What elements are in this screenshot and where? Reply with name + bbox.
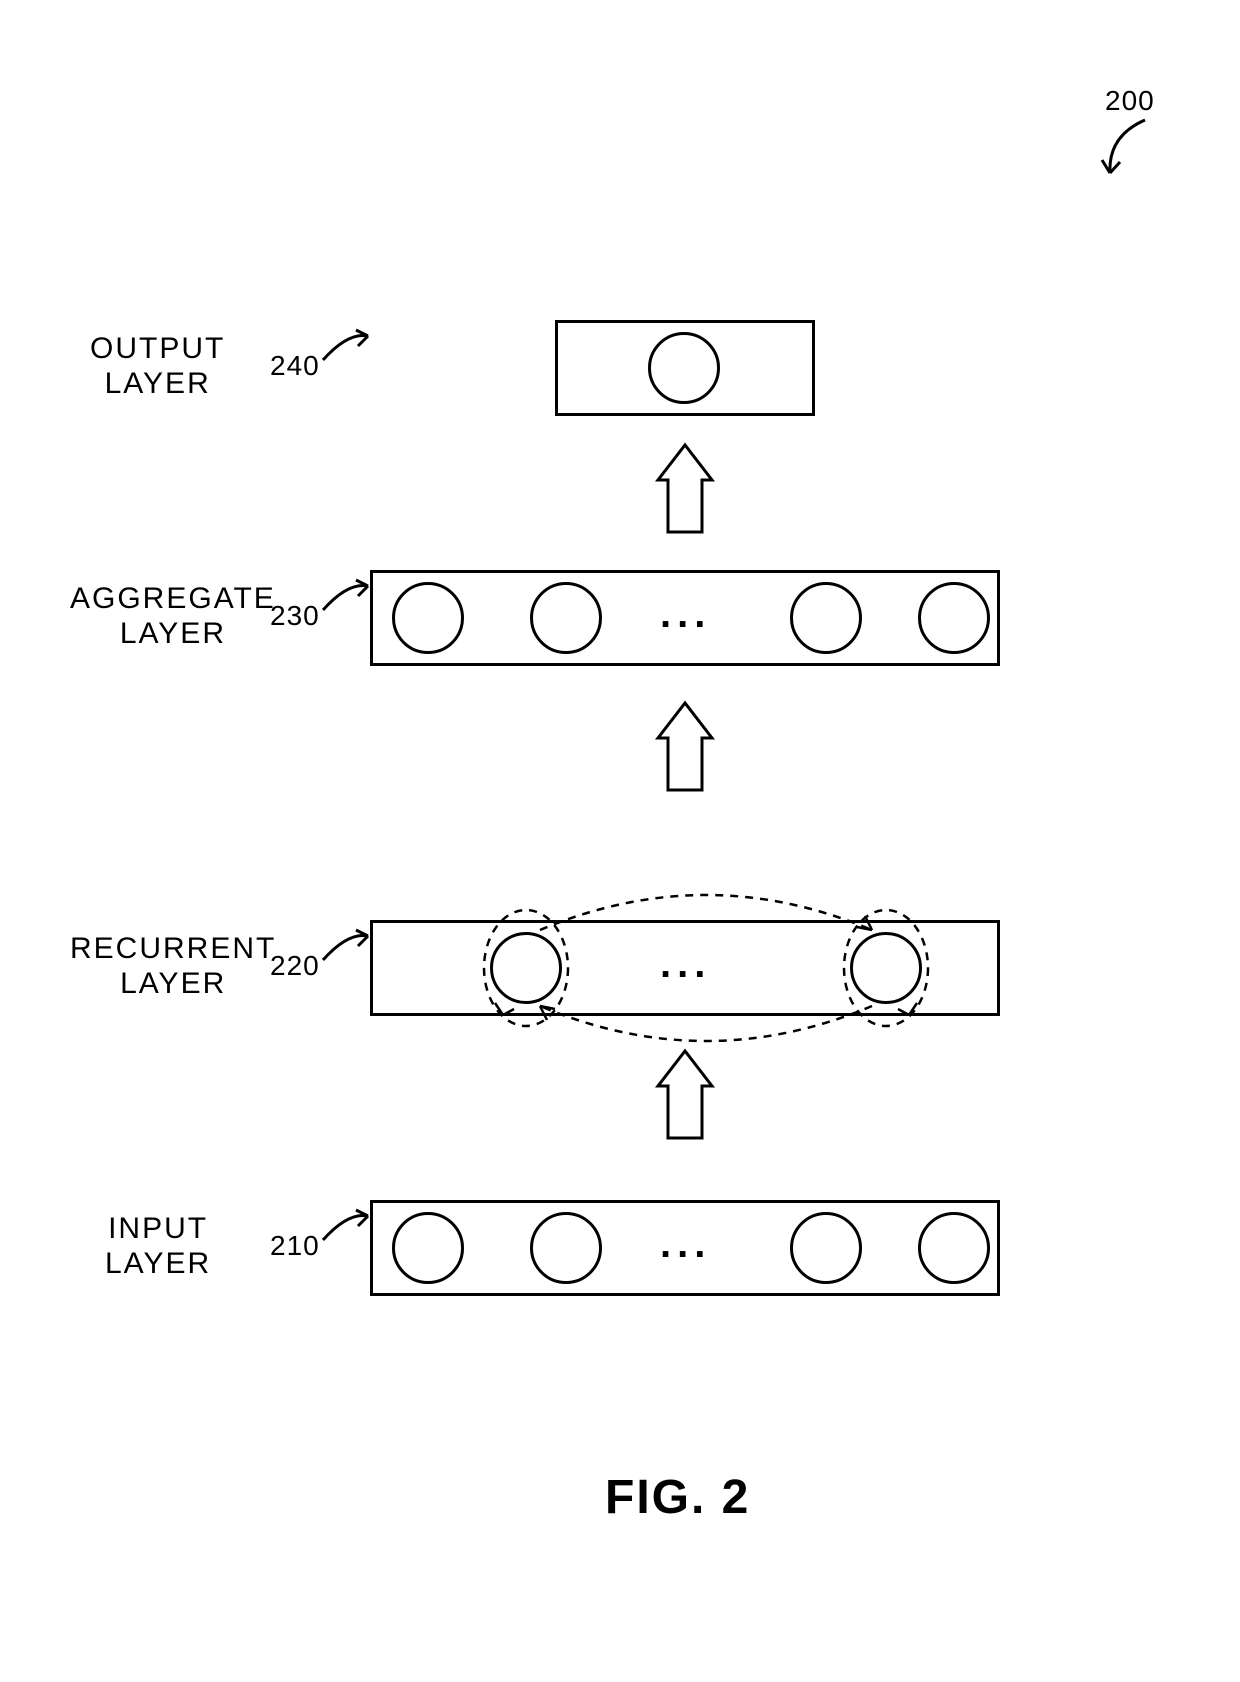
arrow-aggregate-to-output — [656, 442, 714, 534]
recurrent-ellipsis: ... — [660, 942, 711, 987]
aggregate-node-3 — [790, 582, 862, 654]
recurrent-node-2 — [850, 932, 922, 1004]
input-ellipsis: ... — [660, 1222, 711, 1267]
input-node-2 — [530, 1212, 602, 1284]
aggregate-layer-label-line1: AGGREGATE — [70, 582, 276, 617]
output-layer-ref: 240 — [270, 350, 320, 382]
aggregate-node-1 — [392, 582, 464, 654]
aggregate-node-4 — [918, 582, 990, 654]
output-layer-label-line2: LAYER — [90, 367, 225, 402]
output-layer-ref-arrow — [320, 330, 375, 370]
recurrent-layer-label-line2: LAYER — [70, 967, 276, 1002]
figure-ref-main: 200 — [1105, 85, 1155, 117]
arrow-recurrent-to-aggregate — [656, 700, 714, 792]
aggregate-layer-label-line2: LAYER — [70, 617, 276, 652]
input-layer-label-line1: INPUT — [105, 1212, 211, 1247]
input-layer-ref: 210 — [270, 1230, 320, 1262]
input-node-3 — [790, 1212, 862, 1284]
recurrent-layer-ref: 220 — [270, 950, 320, 982]
recurrent-layer-ref-arrow — [320, 930, 375, 970]
input-node-1 — [392, 1212, 464, 1284]
recurrent-node-1 — [490, 932, 562, 1004]
figure-ref-main-arrow — [1100, 118, 1160, 188]
recurrent-layer-label-line1: RECURRENT — [70, 932, 276, 967]
aggregate-layer-label: AGGREGATE LAYER — [70, 582, 276, 651]
input-layer-label-line2: LAYER — [105, 1247, 211, 1282]
input-layer-label: INPUT LAYER — [105, 1212, 211, 1281]
arrow-input-to-recurrent — [656, 1048, 714, 1140]
figure-caption: FIG. 2 — [605, 1470, 750, 1525]
aggregate-layer-ref-arrow — [320, 580, 375, 620]
input-node-4 — [918, 1212, 990, 1284]
output-node — [648, 332, 720, 404]
output-layer-label: OUTPUT LAYER — [90, 332, 225, 401]
input-layer-ref-arrow — [320, 1210, 375, 1250]
recurrent-layer-label: RECURRENT LAYER — [70, 932, 276, 1001]
aggregate-node-2 — [530, 582, 602, 654]
aggregate-layer-ref: 230 — [270, 600, 320, 632]
aggregate-ellipsis: ... — [660, 592, 711, 637]
neural-network-diagram: 200 OUTPUT LAYER 240 AGGREGATE LAYER 230… — [0, 0, 1240, 1682]
output-layer-label-line1: OUTPUT — [90, 332, 225, 367]
